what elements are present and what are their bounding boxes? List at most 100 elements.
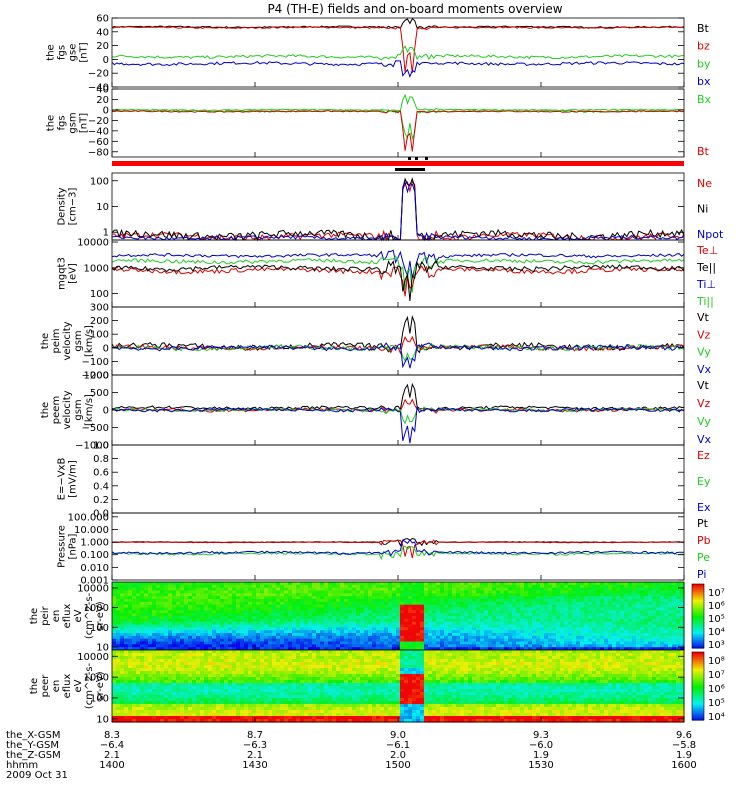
colorbar-cell [692, 633, 704, 636]
spectrogram-cell [288, 604, 293, 609]
spectrogram-cell [384, 616, 389, 620]
spectrogram-cell [212, 701, 217, 705]
spectrogram-cell [116, 604, 121, 609]
spectrogram-cell [180, 677, 185, 681]
spectrogram-cell [668, 641, 673, 645]
spectrogram-cell [144, 698, 149, 702]
spectrogram-cell [288, 621, 293, 626]
spectrogram-cell [152, 610, 157, 614]
spectrogram-cell [652, 596, 657, 600]
spectrogram-cell [220, 665, 225, 669]
spectrogram-cell [276, 710, 281, 714]
spectrogram-cell [216, 671, 221, 675]
spectrogram-cell [512, 630, 517, 634]
spectrogram-cell [160, 686, 165, 690]
spectrogram-cell [380, 644, 385, 648]
spectrogram-cell [132, 653, 137, 657]
spectrogram-cell [304, 695, 309, 699]
spectrogram-cell [156, 638, 161, 643]
spectrogram-cell [268, 698, 273, 702]
spectrogram-cell [204, 607, 209, 611]
spectrogram-cell [212, 695, 217, 699]
spectrogram-cell [236, 674, 241, 678]
spectrogram-cell [356, 593, 361, 597]
spectrogram-cell [620, 641, 625, 645]
spectrogram-cell [640, 582, 645, 586]
spectrogram-cell [660, 610, 665, 614]
spectrogram-cell [488, 599, 493, 603]
spectrogram-cell [440, 584, 445, 589]
spectrogram-cell [184, 601, 189, 606]
spectrogram-cell [464, 601, 469, 606]
spectrogram-cell [112, 621, 117, 626]
spectrogram-cell [620, 604, 625, 609]
spectrogram-cell [132, 604, 137, 609]
spectrogram-cell [296, 689, 301, 693]
spectrogram-cell [652, 627, 657, 631]
spectrogram-cell [532, 584, 537, 589]
spectrogram-cell [276, 701, 281, 705]
spectrogram-cell [548, 644, 553, 648]
spectrogram-cell [208, 601, 213, 606]
spectrogram-cell [292, 677, 297, 681]
spectrogram-cell [128, 662, 133, 666]
spectrogram-cell [436, 596, 441, 600]
spectrogram-cell [136, 677, 141, 681]
spectrogram-cell [432, 647, 437, 651]
spectrogram-cell [124, 701, 129, 705]
spectrogram-cell [192, 635, 197, 640]
spectrogram-cell [632, 596, 637, 600]
spectrogram-cell [516, 613, 521, 617]
spectrogram-cell [276, 593, 281, 597]
spectrogram-cell [464, 621, 469, 626]
spectrogram-cell [264, 633, 269, 637]
spectrogram-cell [216, 618, 221, 623]
spectrogram-cell [492, 621, 497, 626]
spectrogram-cell [272, 671, 277, 675]
spectrogram-cell [640, 618, 645, 623]
spectrogram-cell [444, 599, 449, 603]
spectrogram-cell [280, 719, 285, 723]
spectrogram-cell [192, 644, 197, 648]
spectrogram-cell [208, 659, 213, 663]
spectrogram-cell [304, 716, 309, 720]
spectrogram-cell [584, 607, 589, 611]
spectrogram-cell [216, 644, 221, 648]
spectrogram-cell [124, 590, 129, 594]
spectrogram-cell [592, 638, 597, 643]
spectrogram-cell [192, 633, 197, 637]
spectrogram-cell [316, 593, 321, 597]
colorbar-cell [692, 588, 704, 591]
spectrogram-cell [328, 582, 333, 586]
spectrogram-cell [492, 624, 497, 628]
spectrogram-cell [268, 707, 273, 711]
y-axis-label: eflux [62, 604, 73, 629]
spectrogram-cell [676, 593, 681, 597]
spectrogram-cell [352, 627, 357, 631]
spectrogram-cell [244, 604, 249, 609]
spectrogram-cell [208, 633, 213, 637]
spectrogram-cell [124, 638, 129, 643]
legend-label: Vy [697, 346, 711, 359]
spectrogram-cell [156, 601, 161, 606]
legend-label: Ti⊥ [696, 278, 716, 291]
spectrogram-cell [188, 607, 193, 611]
spectrogram-cell [616, 590, 621, 594]
spectrogram-cell [364, 584, 369, 589]
spectrogram-cell [232, 671, 237, 675]
spectrogram-cell [144, 593, 149, 597]
spectrogram-cell [304, 677, 309, 681]
spectrogram-cell [188, 653, 193, 657]
spectrogram-cell [600, 599, 605, 603]
spectrogram-cell [608, 630, 613, 634]
spectrogram-cell [296, 607, 301, 611]
spectrogram-cell [272, 627, 277, 631]
spectrogram-cell [492, 593, 497, 597]
spectrogram-cell [120, 593, 125, 597]
spectrogram-cell [188, 659, 193, 663]
spectrogram-cell [320, 610, 325, 614]
spectrogram-cell [212, 665, 217, 669]
spectrogram-cell [244, 665, 249, 669]
y-tick-label: 1.0 [93, 441, 109, 452]
spectrogram-cell [296, 584, 301, 589]
